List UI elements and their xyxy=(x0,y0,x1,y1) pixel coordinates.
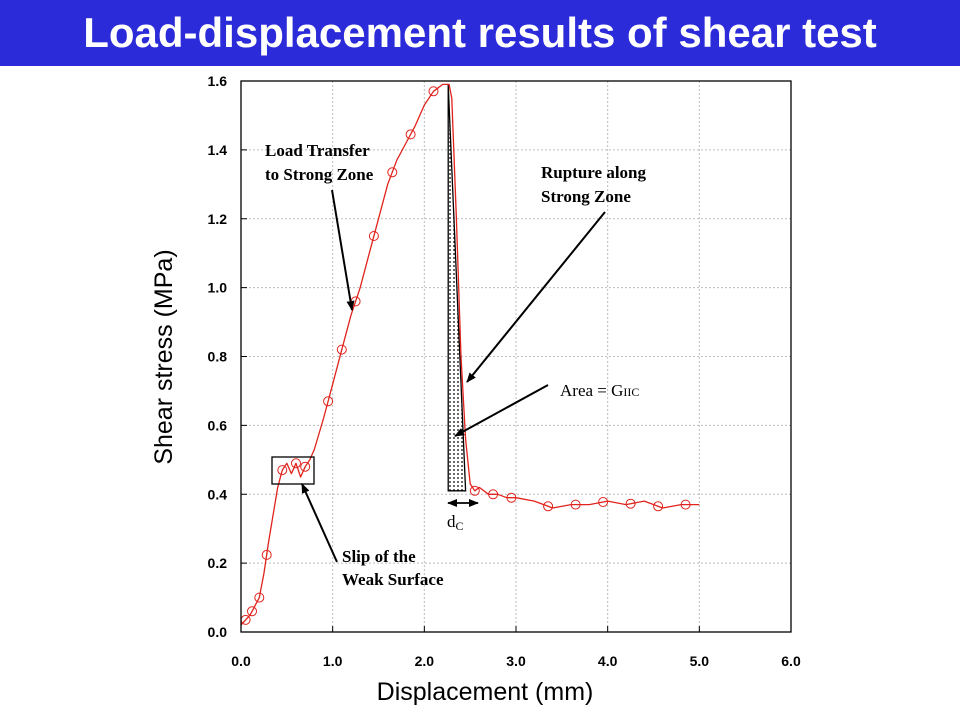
data-point-marker xyxy=(261,549,272,560)
data-point-marker xyxy=(405,129,416,140)
y-tick-label: 0.4 xyxy=(208,486,228,502)
slip-arrow xyxy=(301,483,338,563)
data-point-marker xyxy=(323,396,334,407)
data-point-marker xyxy=(428,86,439,97)
data-point-marker xyxy=(277,465,288,476)
fracture-energy-area xyxy=(447,84,467,492)
load-transfer-label-line1: Load Transfer xyxy=(265,141,370,160)
area-label: Area = GIIC xyxy=(560,381,639,400)
grid-lines xyxy=(241,81,791,632)
data-point-marker xyxy=(625,498,636,509)
rupture-arrow xyxy=(466,211,606,383)
slip-highlight-box xyxy=(271,456,315,485)
x-tick-label: 1.0 xyxy=(323,653,343,669)
x-tick-label: 3.0 xyxy=(506,653,526,669)
plot-frame xyxy=(240,80,792,633)
y-tick-label: 1.6 xyxy=(208,73,228,89)
data-point-marker xyxy=(598,497,609,507)
x-tick-label: 5.0 xyxy=(690,653,710,669)
data-point-marker xyxy=(653,501,664,512)
slip-label-line2: Weak Surface xyxy=(342,570,444,589)
data-point-marker xyxy=(336,344,347,355)
y-tick-label: 0.6 xyxy=(208,417,228,433)
data-point-marker xyxy=(368,231,379,241)
x-tick-label: 0.0 xyxy=(231,653,251,669)
y-tick-label: 0.2 xyxy=(208,555,228,571)
shaded-area-region xyxy=(447,84,467,492)
rupture-label-line2: Strong Zone xyxy=(541,187,631,206)
data-point-marker xyxy=(570,499,581,510)
data-point-marker xyxy=(387,167,398,178)
data-point-marker xyxy=(469,485,480,496)
x-tick-label: 6.0 xyxy=(781,653,801,669)
load-transfer-arrow xyxy=(331,189,355,311)
data-point-marker xyxy=(247,606,257,617)
rupture-label-line1: Rupture along xyxy=(541,163,647,182)
data-point-marker xyxy=(291,458,301,469)
dc-label: dC xyxy=(447,512,464,533)
data-point-marker xyxy=(680,499,691,510)
y-axis-title: Shear stress (MPa) xyxy=(150,249,178,464)
data-series xyxy=(240,83,700,626)
area-arrow xyxy=(454,384,549,437)
stress-curve xyxy=(240,83,700,626)
axis-ticks: 0.0 1.0 2.0 3.0 4.0 5.0 6.0 0.0 0.2 0.4 0.6 0.8 1.0 1… xyxy=(208,73,801,669)
data-point-marker xyxy=(300,461,311,472)
y-tick-label: 0.8 xyxy=(208,349,228,365)
data-point-marker xyxy=(543,501,554,512)
title-bar: Load-displacement results of shear test xyxy=(0,0,960,66)
y-tick-label: 1.0 xyxy=(208,280,228,296)
slip-label-line1: Slip of the xyxy=(342,547,416,566)
data-point-marker xyxy=(254,592,265,603)
page-title: Load-displacement results of shear test xyxy=(83,9,877,56)
y-tick-label: 1.2 xyxy=(208,211,228,227)
x-tick-label: 4.0 xyxy=(598,653,618,669)
load-transfer-label-line2: to Strong Zone xyxy=(265,165,374,184)
data-point-marker xyxy=(506,492,517,503)
data-point-marker xyxy=(488,489,499,500)
y-tick-label: 1.4 xyxy=(208,142,228,158)
x-axis-title: Displacement (mm) xyxy=(377,678,594,706)
x-tick-label: 2.0 xyxy=(415,653,435,669)
y-tick-label: 0.0 xyxy=(208,624,228,640)
